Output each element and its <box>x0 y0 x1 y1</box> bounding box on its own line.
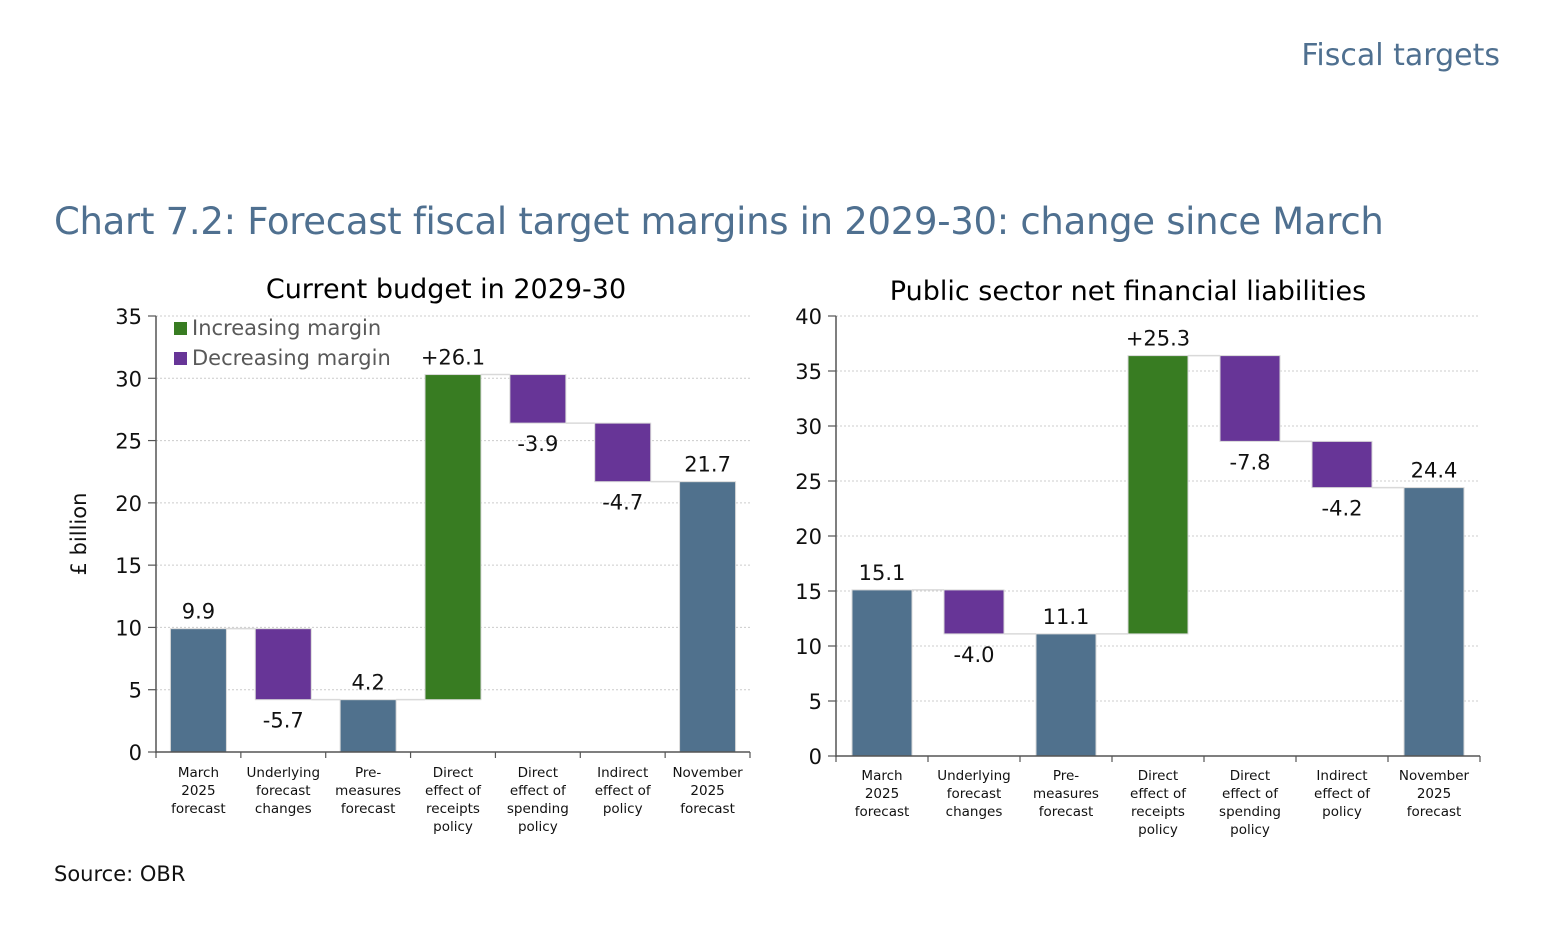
chart-title: Current budget in 2029-30 <box>266 274 626 305</box>
data-label: +26.1 <box>421 346 485 370</box>
x-tick-label: Direct effect of receipts policy <box>1130 768 1187 838</box>
bar-decrease <box>943 589 1005 635</box>
section-title: Fiscal targets <box>1301 38 1500 73</box>
legend-label: Increasing margin <box>192 316 381 340</box>
chart-psnfl: Public sector net financial liabilities 0… <box>795 276 1481 838</box>
data-label: -7.8 <box>1230 450 1271 474</box>
source-note: Source: OBR <box>54 862 186 886</box>
y-tick-label: 10 <box>115 616 142 640</box>
x-tick-label: Indirect effect of policy <box>1314 768 1371 820</box>
bar-total <box>679 481 737 753</box>
legend-label: Decreasing margin <box>192 346 391 370</box>
y-tick-label: 15 <box>795 580 822 604</box>
data-label: 4.2 <box>351 671 384 695</box>
chart-title: Public sector net financial liabilities <box>890 276 1366 307</box>
bar-decrease <box>509 374 567 424</box>
legend-swatch-increase <box>174 322 187 335</box>
y-tick-label: 30 <box>795 415 822 439</box>
y-tick-label: 25 <box>795 470 822 494</box>
y-tick-label: 35 <box>115 305 142 329</box>
data-label: 9.9 <box>182 600 215 624</box>
figure-title: Chart 7.2: Forecast fiscal target margin… <box>54 200 1384 243</box>
y-tick-label: 35 <box>795 360 822 384</box>
bar-total <box>1403 487 1465 757</box>
x-tick-label: Pre-measures forecast <box>1033 768 1099 820</box>
bar-total <box>169 628 227 753</box>
y-axis-label: £ billion <box>67 493 91 576</box>
x-tick-label: March 2025 forecast <box>855 768 910 820</box>
x-tick-label: Direct effect of receipts policy <box>425 765 482 835</box>
x-tick-label: Underlying forecast changes <box>247 765 320 817</box>
y-tick-label: 10 <box>795 635 822 659</box>
data-label: -3.9 <box>517 432 558 456</box>
y-tick-label: 5 <box>809 690 822 714</box>
bar-decrease <box>1219 355 1281 442</box>
x-tick-label: Direct effect of spending policy <box>507 765 569 835</box>
x-tick-label: Direct effect of spending policy <box>1219 768 1281 838</box>
data-label: 15.1 <box>859 561 906 585</box>
y-tick-label: 20 <box>795 525 822 549</box>
bar-increase <box>424 374 482 701</box>
data-label: -4.7 <box>602 491 643 515</box>
x-tick-label: November 2025 forecast <box>1399 768 1470 820</box>
bar-decrease <box>594 422 652 483</box>
data-label: 11.1 <box>1043 605 1090 629</box>
bar-increase <box>1127 355 1189 635</box>
bar-total <box>851 589 913 757</box>
y-tick-label: 20 <box>115 492 142 516</box>
y-tick-label: 5 <box>129 679 142 703</box>
x-tick-label: November 2025 forecast <box>672 765 743 817</box>
x-tick-label: Pre-measures forecast <box>335 765 401 817</box>
y-tick-label: 0 <box>129 741 142 765</box>
x-tick-label: March 2025 forecast <box>171 765 226 817</box>
bar-total <box>339 699 397 753</box>
x-tick-label: Underlying forecast changes <box>937 768 1010 820</box>
data-label: 24.4 <box>1411 459 1458 483</box>
data-label: -4.2 <box>1322 497 1363 521</box>
bar-decrease <box>254 628 312 701</box>
legend-swatch-decrease <box>174 352 187 365</box>
data-label: +25.3 <box>1126 327 1190 351</box>
data-label: -5.7 <box>263 709 304 733</box>
y-tick-label: 40 <box>795 305 822 329</box>
x-tick-label: Indirect effect of policy <box>595 765 652 817</box>
bar-total <box>1035 633 1097 757</box>
bar-decrease <box>1311 440 1373 489</box>
data-label: -4.0 <box>954 643 995 667</box>
data-label: 21.7 <box>684 453 731 477</box>
chart-current-budget: Current budget in 2029-30 0 5 10 15 20 25 30 35 £… <box>67 274 751 835</box>
y-tick-label: 0 <box>809 745 822 769</box>
y-tick-label: 30 <box>115 367 142 391</box>
y-tick-label: 25 <box>115 430 142 454</box>
y-tick-label: 15 <box>115 554 142 578</box>
